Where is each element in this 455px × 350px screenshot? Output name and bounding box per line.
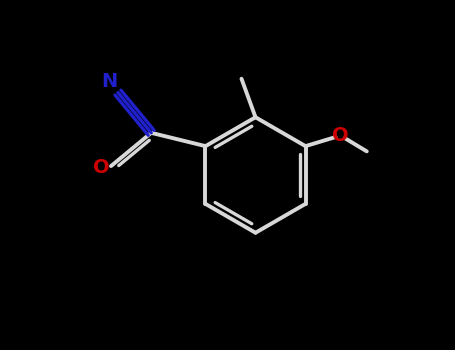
Text: O: O [93, 158, 110, 177]
Text: N: N [101, 71, 117, 91]
Text: O: O [332, 126, 349, 145]
